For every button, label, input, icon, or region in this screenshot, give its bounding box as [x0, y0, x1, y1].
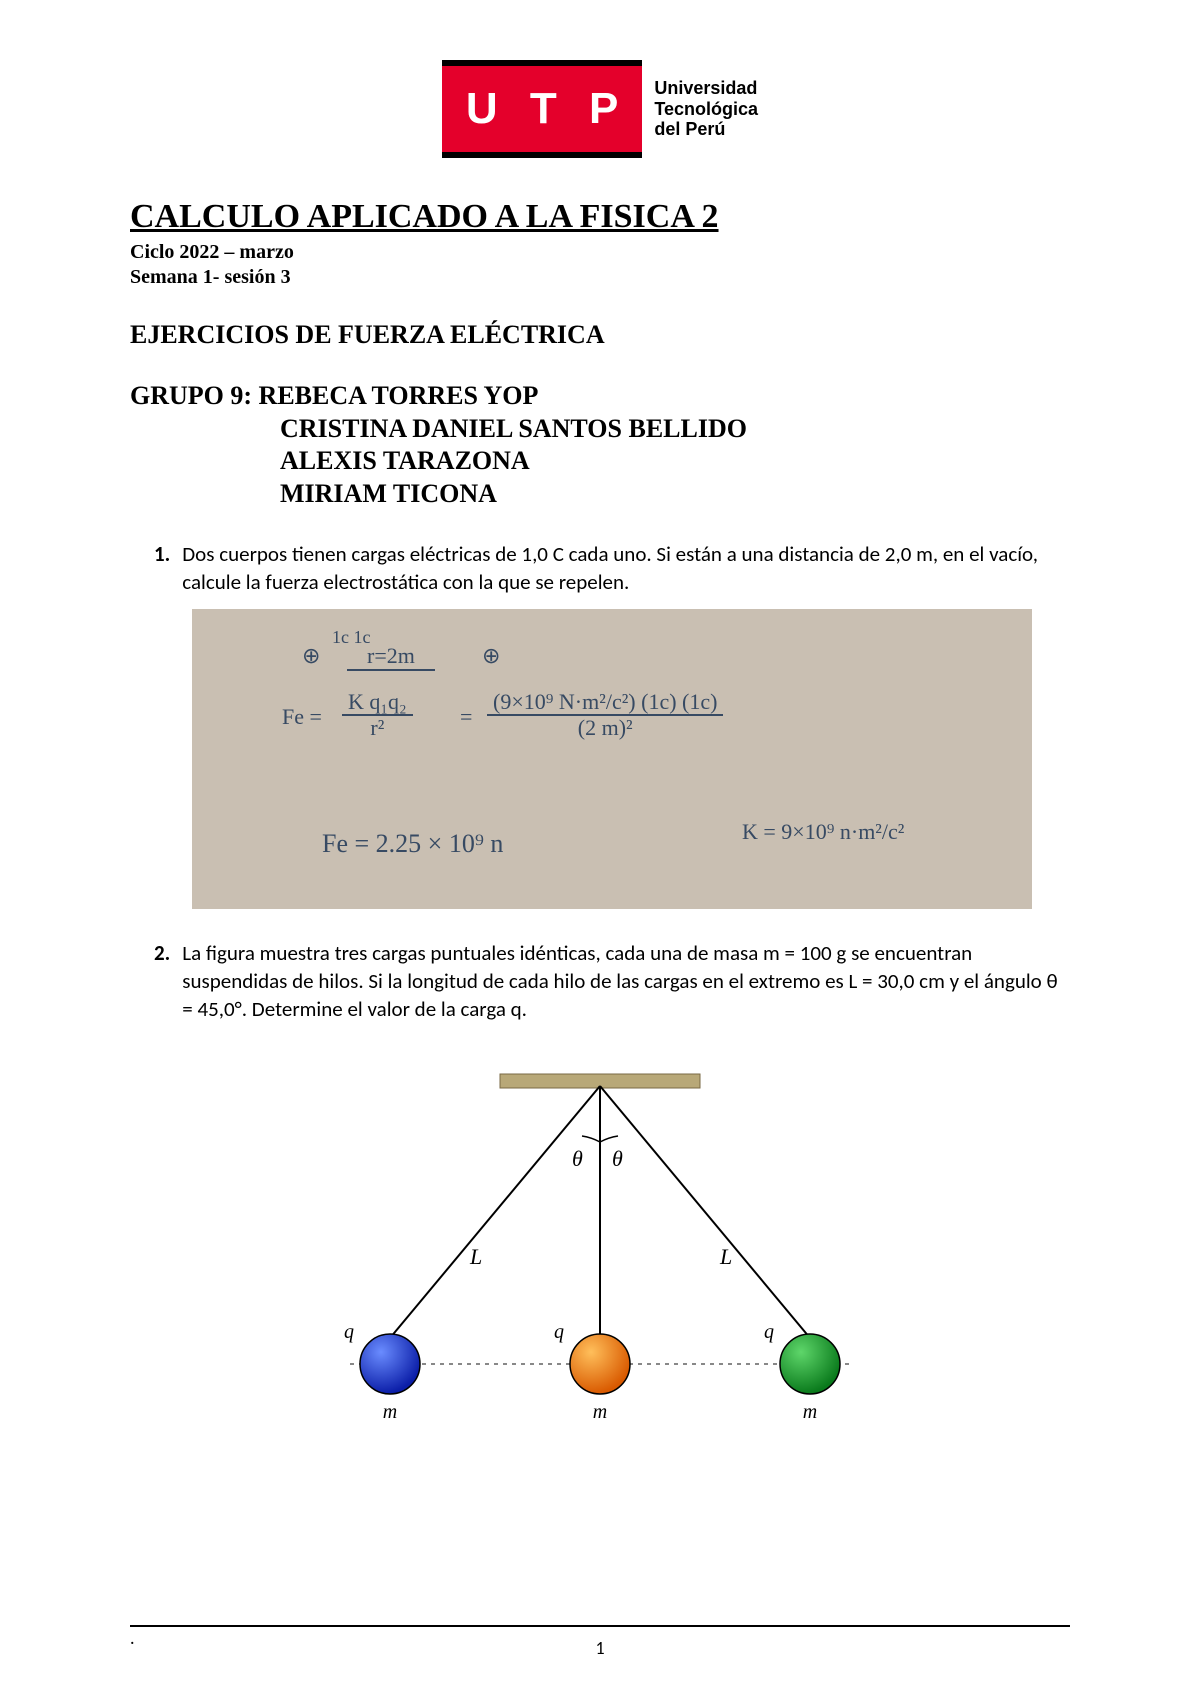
svg-text:q: q	[764, 1321, 774, 1343]
group-heading: GRUPO 9: REBECA TORRES YOP CRISTINA DANI…	[130, 380, 1070, 510]
group-label: GRUPO 9:	[130, 381, 252, 410]
logo-line2: Tecnológica	[654, 99, 758, 120]
university-logo: U T P Universidad Tecnológica del Perú	[130, 60, 1070, 158]
problem-2: 2. La figura muestra tres cargas puntual…	[130, 939, 1070, 1024]
svg-text:L: L	[719, 1244, 732, 1269]
document-title: CALCULO APLICADO A LA FISICA 2	[130, 198, 1070, 236]
hw-distance: r=2m	[347, 643, 435, 671]
svg-text:q: q	[344, 1321, 354, 1343]
logo-line1: Universidad	[654, 78, 758, 99]
figure-three-charges: θ θ L Lq m q m q m	[320, 1054, 880, 1444]
handwritten-solution-1: 1c 1c ⊕ r=2m ⊕ Fe = K q₁q₂ r² = (9×10⁹ N…	[192, 609, 1032, 909]
svg-text:m: m	[803, 1401, 817, 1423]
logo-abbrev: U T P	[442, 60, 642, 158]
problem-1-number: 1.	[130, 540, 170, 597]
svg-text:m: m	[593, 1401, 607, 1423]
hw-frac1-num: K q₁q₂	[342, 689, 413, 716]
member-4: MIRIAM TICONA	[130, 478, 1070, 511]
hw-frac2-den: (2 m)²	[572, 715, 639, 740]
hw-constant: K = 9×10⁹ n·m²/c²	[742, 819, 904, 845]
hw-fe-label: Fe =	[282, 704, 322, 730]
problem-2-text: La figura muestra tres cargas puntuales …	[182, 939, 1070, 1024]
hw-frac2-num: (9×10⁹ N·m²/c²) (1c) (1c)	[487, 689, 723, 716]
hw-eq: =	[460, 704, 472, 730]
svg-text:θ: θ	[612, 1146, 623, 1171]
problem-2-number: 2.	[130, 939, 170, 1024]
logo-line3: del Perú	[654, 119, 758, 140]
footer-rule	[130, 1625, 1070, 1627]
logo-fullname: Universidad Tecnológica del Perú	[654, 78, 758, 140]
hw-frac1: K q₁q₂ r²	[342, 689, 413, 741]
member-3: ALEXIS TARAZONA	[130, 445, 1070, 478]
week-line: Semana 1- sesión 3	[130, 265, 1070, 290]
svg-text:q: q	[554, 1321, 564, 1343]
cycle-line: Ciclo 2022 – marzo	[130, 240, 1070, 265]
hw-result: Fe = 2.25 × 10⁹ n	[322, 829, 503, 859]
hw-frac1-den: r²	[364, 715, 390, 740]
svg-text:θ: θ	[572, 1146, 583, 1171]
svg-text:m: m	[383, 1401, 397, 1423]
page-number: 1	[0, 1637, 1200, 1659]
svg-text:L: L	[469, 1244, 482, 1269]
problem-1: 1. Dos cuerpos tienen cargas eléctricas …	[130, 540, 1070, 597]
hw-frac2: (9×10⁹ N·m²/c²) (1c) (1c) (2 m)²	[487, 689, 723, 741]
hw-charge-left: ⊕	[302, 643, 320, 669]
section-heading: EJERCICIOS DE FUERZA ELÉCTRICA	[130, 320, 1070, 350]
member-1: REBECA TORRES YOP	[259, 381, 539, 410]
problem-1-text: Dos cuerpos tienen cargas eléctricas de …	[182, 540, 1070, 597]
hw-charge-right: ⊕	[482, 643, 500, 669]
member-2: CRISTINA DANIEL SANTOS BELLIDO	[130, 413, 1070, 446]
